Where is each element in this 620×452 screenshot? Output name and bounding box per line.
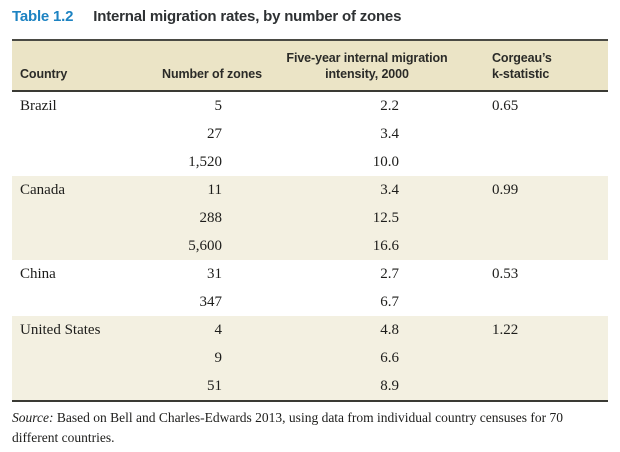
cell-zones: 5,600 xyxy=(188,237,222,254)
cell-country xyxy=(12,372,152,401)
cell-intensity: 16.6 xyxy=(372,237,399,254)
table-row: United States 4 4.8 1.22 xyxy=(12,315,608,344)
col-header-intensity: Five-year internal migration intensity, 2… xyxy=(272,39,462,92)
cell-k: 1.22 xyxy=(492,321,519,338)
col-header-line: Five-year internal migration xyxy=(286,51,448,65)
cell-zones: 9 xyxy=(214,349,223,366)
cell-k: 0.99 xyxy=(492,181,519,198)
cell-country: Brazil xyxy=(20,97,57,114)
col-header-zones: Number of zones xyxy=(152,39,272,92)
table-row: 1,520 10.0 xyxy=(12,148,608,176)
cell-country: United States xyxy=(20,321,101,338)
table-row: 347 6.7 xyxy=(12,288,608,316)
cell-country xyxy=(12,344,152,372)
cell-zones: 288 xyxy=(199,209,223,226)
cell-zones: 11 xyxy=(207,181,222,198)
cell-zones: 51 xyxy=(207,377,222,394)
cell-k xyxy=(462,204,608,232)
cell-intensity: 6.6 xyxy=(380,349,399,366)
cell-k xyxy=(462,288,608,316)
table-row: China 31 2.7 0.53 xyxy=(12,260,608,288)
table-row: 9 6.6 xyxy=(12,343,608,372)
cell-zones: 1,520 xyxy=(188,153,222,170)
table-row: Brazil 5 2.2 0.65 xyxy=(12,91,608,120)
cell-zones: 27 xyxy=(207,125,222,142)
header-row: Country Number of zones Five-year intern… xyxy=(12,39,608,92)
cell-k: 0.53 xyxy=(492,265,519,282)
cell-country xyxy=(12,204,152,232)
table-title: Internal migration rates, by number of z… xyxy=(93,8,402,25)
cell-k xyxy=(462,148,608,176)
cell-intensity: 6.7 xyxy=(380,293,399,310)
table-row: 288 12.5 xyxy=(12,203,608,232)
cell-country xyxy=(12,120,152,148)
cell-k xyxy=(462,232,608,260)
cell-country xyxy=(12,232,152,260)
table-row: 5,600 16.6 xyxy=(12,231,608,260)
table-row: 51 8.9 xyxy=(12,371,608,401)
cell-intensity: 3.4 xyxy=(380,125,399,142)
table-caption: Table 1.2 Internal migration rates, by n… xyxy=(12,8,608,25)
cell-zones: 4 xyxy=(214,321,223,338)
cell-k xyxy=(462,344,608,372)
col-header-line: Country xyxy=(20,67,68,82)
cell-country xyxy=(12,148,152,176)
cell-intensity: 10.0 xyxy=(372,153,399,170)
col-header-k: Corgeau’s k-statistic xyxy=(462,39,608,92)
cell-k xyxy=(462,372,608,401)
cell-country: China xyxy=(20,265,56,282)
cell-zones: 347 xyxy=(199,293,223,310)
table-row: 27 3.4 xyxy=(12,120,608,148)
col-header-line: k-statistic xyxy=(492,67,550,82)
migration-table-body: Brazil 5 2.2 0.65 27 3.4 1,520 10.0 Canada 11 3.4 0… xyxy=(12,91,608,401)
cell-intensity: 2.7 xyxy=(380,265,399,282)
migration-table: Country Number of zones Five-year intern… xyxy=(12,39,608,402)
table-row: Canada 11 3.4 0.99 xyxy=(12,175,608,204)
source-label: Source: xyxy=(12,409,54,425)
cell-intensity: 3.4 xyxy=(380,181,399,198)
cell-country: Canada xyxy=(20,181,65,198)
cell-intensity: 12.5 xyxy=(372,209,399,226)
table-header: Country Number of zones Five-year intern… xyxy=(12,39,608,92)
cell-intensity: 2.2 xyxy=(380,97,399,114)
cell-k: 0.65 xyxy=(492,97,519,114)
col-header-line: intensity, 2000 xyxy=(325,67,409,82)
cell-zones: 31 xyxy=(207,265,222,282)
table-number: Table 1.2 xyxy=(12,8,74,25)
cell-intensity: 4.8 xyxy=(380,321,399,338)
col-header-country: Country xyxy=(12,39,152,92)
cell-zones: 5 xyxy=(214,97,223,114)
cell-country xyxy=(12,288,152,316)
source-note: Source: Based on Bell and Charles-Edward… xyxy=(12,408,608,450)
source-text: Based on Bell and Charles-Edwards 2013, … xyxy=(12,409,564,446)
col-header-line: Number of zones xyxy=(162,67,262,82)
cell-k xyxy=(462,120,608,148)
cell-intensity: 8.9 xyxy=(380,377,399,394)
col-header-line: Corgeau’s xyxy=(492,51,552,65)
